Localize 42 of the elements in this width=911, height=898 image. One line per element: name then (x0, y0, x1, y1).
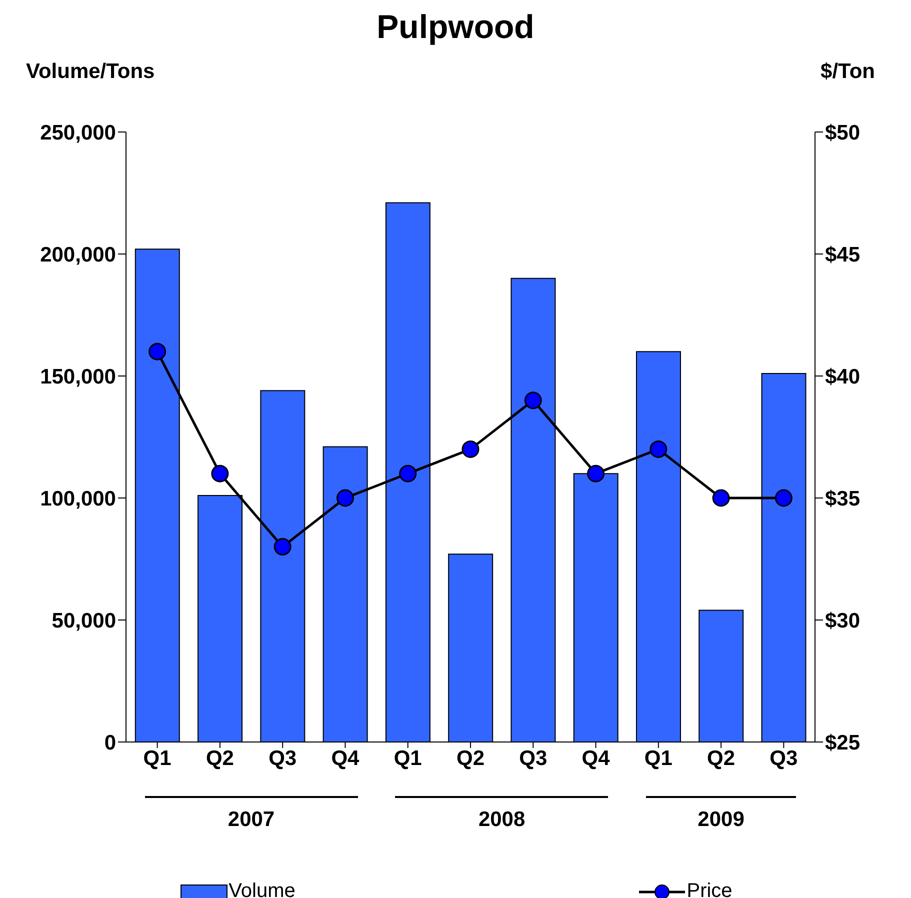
y-tick-label: 250,000 (40, 121, 116, 144)
y2-tick-label: $45 (825, 243, 860, 266)
y-tick-label: 50,000 (52, 609, 116, 632)
point (148, 342, 166, 360)
x-tick-label: Q3 (770, 746, 798, 770)
y-tick-label: 200,000 (40, 243, 116, 266)
point (587, 464, 605, 482)
legend-label: Price (686, 880, 732, 898)
x-tick-label: Q1 (394, 746, 422, 770)
point (211, 464, 229, 482)
y2-tick-label: $50 (825, 121, 860, 144)
y2-axis-title: $/Ton (820, 60, 875, 84)
y-tick-label: 100,000 (40, 487, 116, 510)
y-axis-title: Volume/Tons (26, 60, 155, 84)
x-tick-label: Q3 (268, 746, 297, 770)
y2-tick-label: $35 (825, 487, 860, 510)
point (774, 489, 792, 507)
text: 2009 (696, 808, 746, 832)
x-tick-label: Q2 (456, 746, 485, 770)
chart-title: Pulpwood (376, 8, 536, 47)
point (712, 489, 730, 507)
point (462, 440, 480, 458)
x-tick-label: Q2 (707, 746, 736, 770)
y2-tick-label: $30 (825, 609, 860, 632)
y-tick-label: 0 (104, 731, 116, 754)
y-tick-label: 150,000 (40, 365, 116, 388)
text: 2008 (477, 808, 526, 832)
y2-tick-label: $25 (825, 731, 860, 754)
point (336, 489, 354, 507)
text: 2007 (226, 808, 276, 832)
point (524, 392, 542, 410)
x-tick-label: Q2 (206, 746, 234, 770)
y2-tick-label: $40 (825, 365, 860, 388)
point (650, 440, 668, 458)
point (399, 464, 417, 482)
legend-label: Volume (228, 880, 296, 898)
x-tick-label: Q4 (331, 746, 360, 770)
x-tick-label: Q1 (143, 746, 172, 770)
x-tick-label: Q1 (644, 746, 673, 770)
point (274, 538, 292, 556)
x-tick-label: Q3 (519, 746, 548, 770)
x-tick-label: Q4 (582, 746, 610, 770)
